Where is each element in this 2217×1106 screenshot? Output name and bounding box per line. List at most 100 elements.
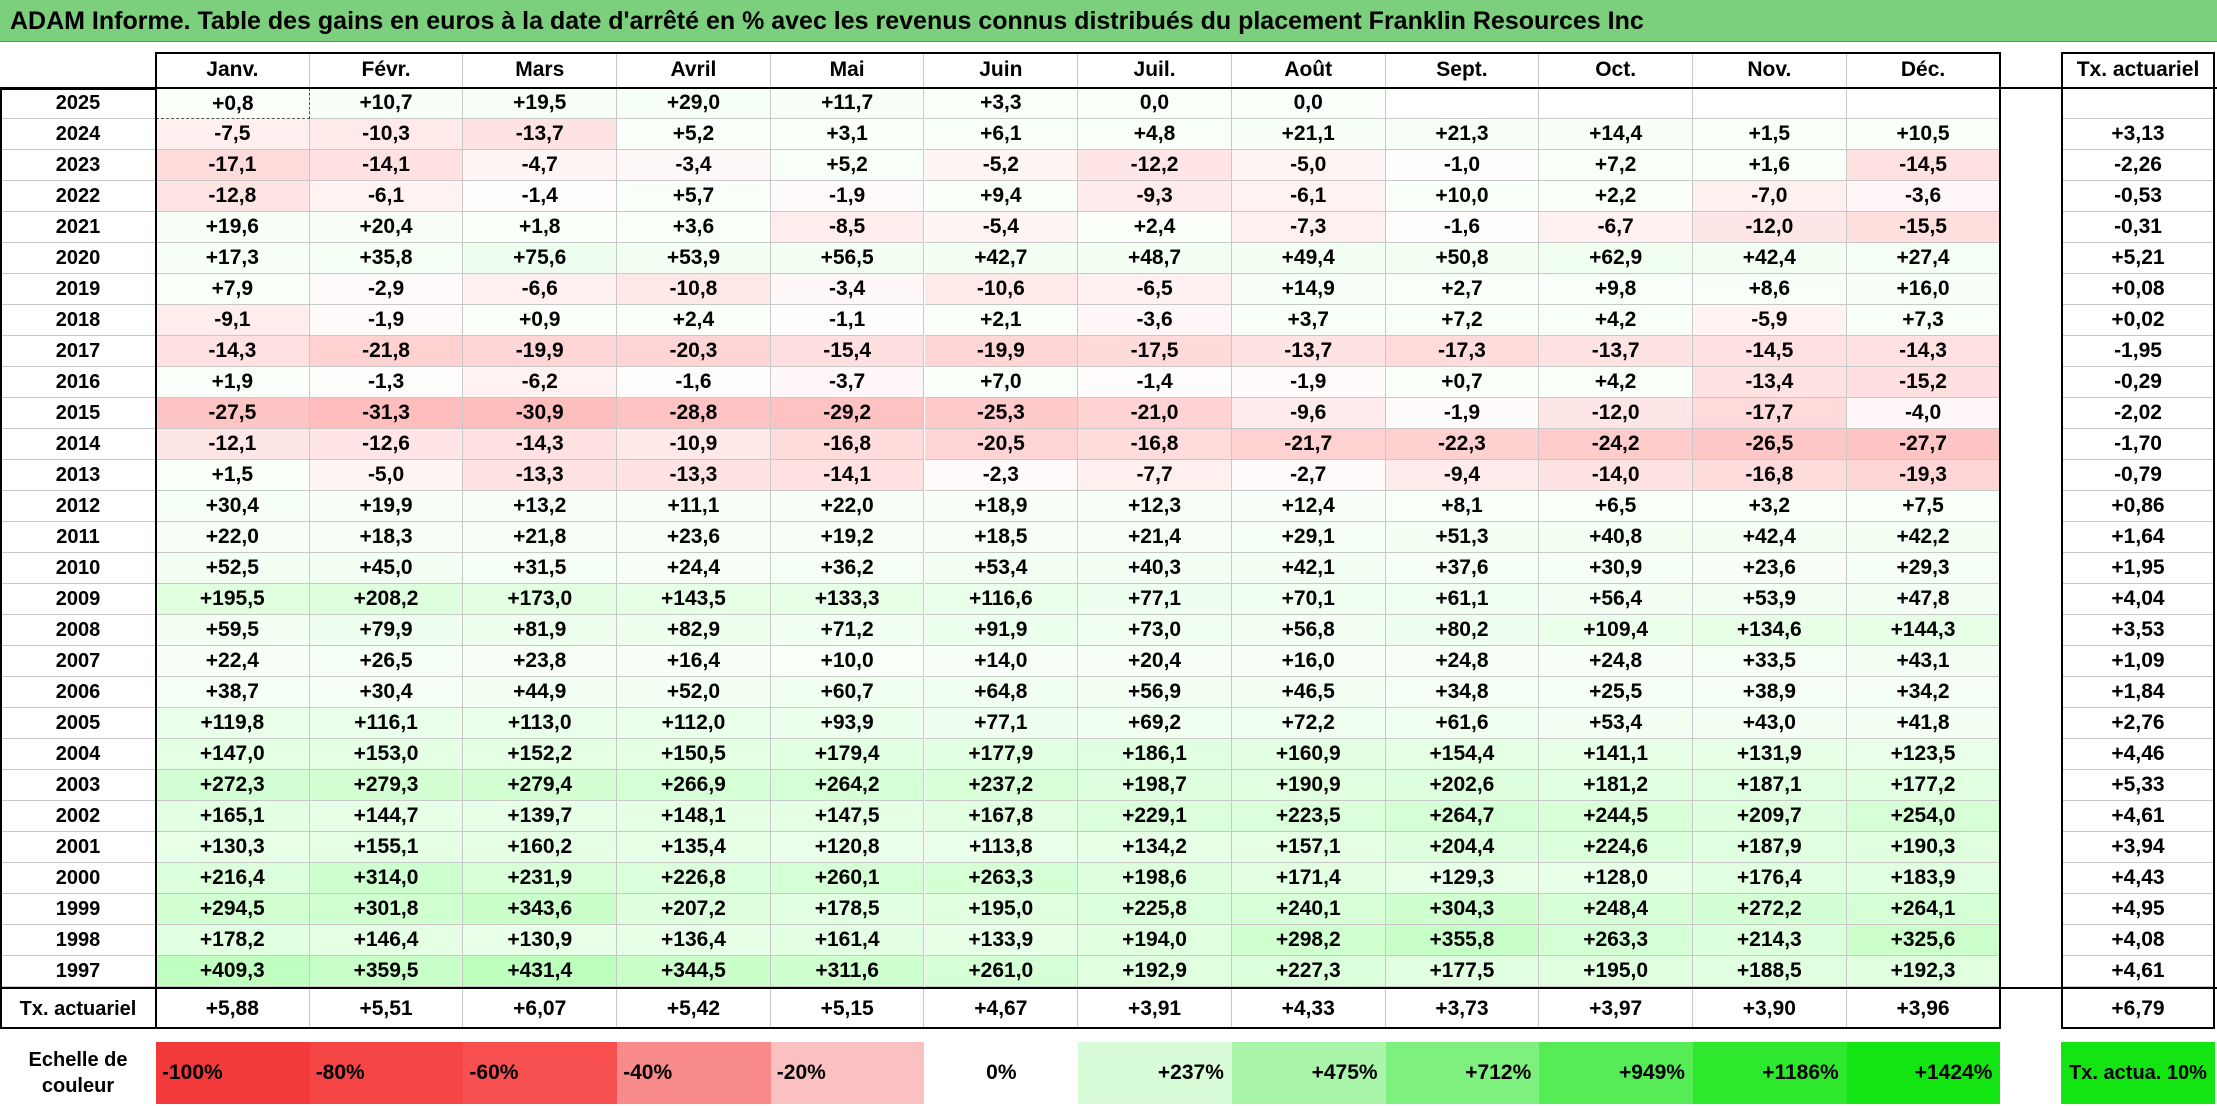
table-cell: +19,9 xyxy=(309,491,464,522)
table-cell: +24,8 xyxy=(1385,646,1540,677)
table-cell: +240,1 xyxy=(1231,894,1386,925)
year-label: 2003 xyxy=(0,770,156,801)
table-cell: +123,5 xyxy=(1846,739,2001,770)
rate-cell: +3,94 xyxy=(2061,832,2215,863)
table-cell: +29,0 xyxy=(617,88,771,119)
table-cell: +16,0 xyxy=(1846,274,2001,305)
table-cell: -9,1 xyxy=(156,305,310,336)
table-cell: +144,7 xyxy=(309,801,464,832)
table-cell: +79,9 xyxy=(309,615,464,646)
table-cell: +21,8 xyxy=(463,522,618,553)
month-header: Janv. xyxy=(156,52,310,88)
table-cell: +173,0 xyxy=(463,584,618,615)
table-cell: +325,6 xyxy=(1846,925,2001,956)
table-cell: +133,9 xyxy=(924,925,1079,956)
table-cell: -3,6 xyxy=(1846,181,2001,212)
table-cell: +59,5 xyxy=(156,615,310,646)
table-cell: +150,5 xyxy=(617,739,771,770)
table-cell: +42,7 xyxy=(924,243,1079,274)
month-header: Mars xyxy=(463,52,618,88)
table-cell: +298,2 xyxy=(1231,925,1386,956)
table-cell: +3,1 xyxy=(770,119,925,150)
table-cell: +263,3 xyxy=(1539,925,1693,956)
table-cell: +53,4 xyxy=(924,553,1079,584)
table-cell: -27,5 xyxy=(156,398,310,429)
month-header: Févr. xyxy=(309,52,464,88)
table-cell: +8,1 xyxy=(1385,491,1540,522)
table-cell: +4,2 xyxy=(1539,367,1693,398)
year-label: 2025 xyxy=(0,88,156,119)
table-cell: +3,2 xyxy=(1693,491,1847,522)
rate-cell: +4,04 xyxy=(2061,584,2215,615)
table-cell: +130,3 xyxy=(156,832,310,863)
table-cell: +30,9 xyxy=(1539,553,1693,584)
table-cell: +147,0 xyxy=(156,739,310,770)
table-cell: -13,7 xyxy=(1231,336,1386,367)
table-cell: +19,5 xyxy=(463,88,618,119)
table-cell: +157,1 xyxy=(1231,832,1386,863)
month-header: Avril xyxy=(617,52,771,88)
table-cell: +42,1 xyxy=(1231,553,1386,584)
table-cell: +93,9 xyxy=(770,708,925,739)
table-cell: +266,9 xyxy=(617,770,771,801)
table-cell: -6,2 xyxy=(463,367,618,398)
table-cell: +202,6 xyxy=(1385,770,1540,801)
table-cell: -14,0 xyxy=(1539,460,1693,491)
rate-cell: -1,95 xyxy=(2061,336,2215,367)
legend-swatch: +1424% xyxy=(1846,1042,2001,1104)
table-cell: -15,2 xyxy=(1846,367,2001,398)
table-cell: -7,3 xyxy=(1231,212,1386,243)
table-cell: +160,9 xyxy=(1231,739,1386,770)
table-cell: +183,9 xyxy=(1846,863,2001,894)
table-cell: +42,4 xyxy=(1693,243,1847,274)
table-cell: +130,9 xyxy=(463,925,618,956)
summary-cell: +6,07 xyxy=(463,989,618,1029)
table-cell: +2,4 xyxy=(1078,212,1232,243)
table-cell: +264,7 xyxy=(1385,801,1540,832)
table-cell: +141,1 xyxy=(1539,739,1693,770)
rate-cell: +0,02 xyxy=(2061,305,2215,336)
summary-rule xyxy=(0,987,2217,989)
month-header: Nov. xyxy=(1693,52,1847,88)
table-cell: +1,8 xyxy=(463,212,618,243)
year-label: 2006 xyxy=(0,677,156,708)
year-label: 1999 xyxy=(0,894,156,925)
table-cell: -3,4 xyxy=(617,150,771,181)
table-cell: +1,5 xyxy=(1693,119,1847,150)
table-cell: +190,3 xyxy=(1846,832,2001,863)
rate-cell: +1,64 xyxy=(2061,522,2215,553)
table-cell: +31,5 xyxy=(463,553,618,584)
year-label: 2010 xyxy=(0,553,156,584)
table-cell: +52,0 xyxy=(617,677,771,708)
table-cell: -13,3 xyxy=(617,460,771,491)
table-cell: +209,7 xyxy=(1693,801,1847,832)
table-cell: +181,2 xyxy=(1539,770,1693,801)
table-cell: +177,2 xyxy=(1846,770,2001,801)
month-header: Déc. xyxy=(1846,52,2001,88)
table-cell: +27,4 xyxy=(1846,243,2001,274)
table-cell: -14,3 xyxy=(1846,336,2001,367)
table-cell: +22,0 xyxy=(770,491,925,522)
legend-swatch: 0% xyxy=(924,1042,1079,1104)
table-cell: +176,4 xyxy=(1693,863,1847,894)
table-cell: +61,6 xyxy=(1385,708,1540,739)
table-cell: +56,9 xyxy=(1078,677,1232,708)
rate-cell: +2,76 xyxy=(2061,708,2215,739)
table-cell: -3,7 xyxy=(770,367,925,398)
table-cell: +2,7 xyxy=(1385,274,1540,305)
table-cell: +29,1 xyxy=(1231,522,1386,553)
table-cell: +73,0 xyxy=(1078,615,1232,646)
table-cell: +135,4 xyxy=(617,832,771,863)
table-cell: +2,1 xyxy=(924,305,1079,336)
table-cell: +53,9 xyxy=(617,243,771,274)
rate-cell: +1,84 xyxy=(2061,677,2215,708)
month-header: Oct. xyxy=(1539,52,1693,88)
table-cell: +177,9 xyxy=(924,739,1079,770)
table-cell: -19,3 xyxy=(1846,460,2001,491)
table-cell: +187,9 xyxy=(1693,832,1847,863)
table-cell: +42,4 xyxy=(1693,522,1847,553)
table-cell: -12,6 xyxy=(309,429,464,460)
table-cell: +34,2 xyxy=(1846,677,2001,708)
table-cell: +47,8 xyxy=(1846,584,2001,615)
summary-cell: +4,33 xyxy=(1231,989,1386,1029)
